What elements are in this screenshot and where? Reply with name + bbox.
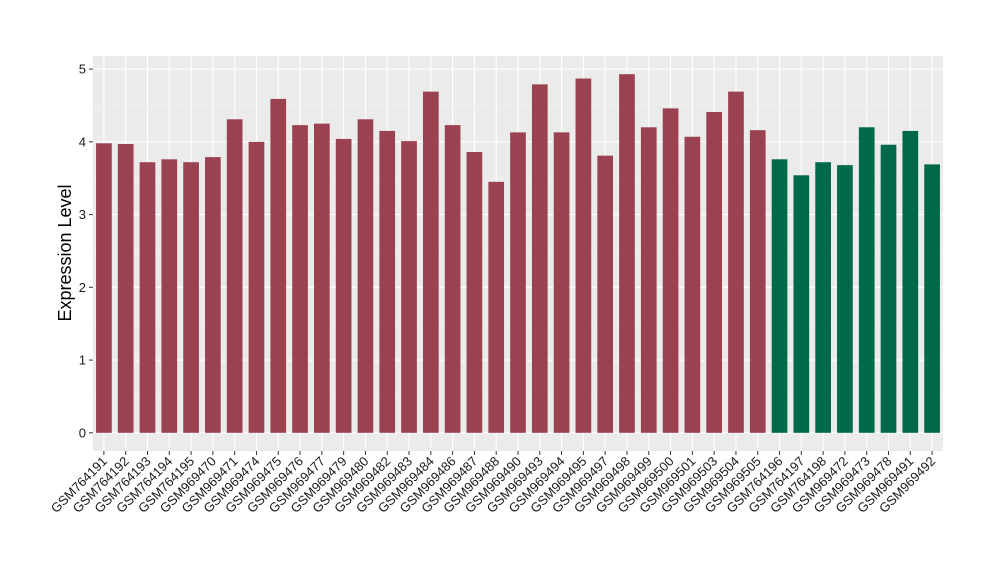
bars bbox=[96, 74, 940, 433]
bar-GSM764192 bbox=[117, 144, 134, 433]
bar-GSM969491 bbox=[902, 130, 919, 433]
bar-GSM969480 bbox=[357, 119, 374, 433]
bar-GSM764198 bbox=[815, 162, 831, 433]
bar-GSM764195 bbox=[183, 162, 199, 433]
bar-GSM969470 bbox=[205, 157, 221, 433]
bar-GSM969490 bbox=[510, 132, 526, 433]
y-tick-label: 0 bbox=[79, 425, 86, 440]
y-tick-label: 2 bbox=[79, 280, 86, 295]
bar-GSM764191 bbox=[96, 143, 112, 433]
bar-GSM969477 bbox=[314, 123, 330, 433]
bar-GSM969472 bbox=[837, 165, 853, 433]
y-tick-label: 1 bbox=[79, 353, 86, 368]
bar-GSM969487 bbox=[466, 152, 483, 433]
bar-GSM969497 bbox=[597, 155, 614, 433]
y-tick-label: 3 bbox=[79, 207, 86, 222]
bar-GSM969475 bbox=[270, 98, 287, 433]
bar-GSM969486 bbox=[444, 125, 461, 433]
bar-GSM969494 bbox=[553, 132, 570, 433]
bar-GSM969498 bbox=[619, 74, 635, 433]
bar-GSM969479 bbox=[335, 138, 352, 433]
x-axis-ticks: GSM764191GSM764192GSM764193GSM764194GSM7… bbox=[48, 451, 938, 516]
bar-GSM969492 bbox=[924, 164, 940, 433]
bar-GSM969505 bbox=[749, 130, 766, 433]
bar-GSM764194 bbox=[161, 159, 178, 433]
bar-GSM969495 bbox=[575, 78, 592, 433]
bar-GSM764196 bbox=[771, 159, 788, 433]
y-tick-label: 5 bbox=[79, 62, 86, 77]
y-tick-label: 4 bbox=[79, 134, 86, 149]
bar-GSM969473 bbox=[858, 127, 875, 433]
bar-GSM969488 bbox=[488, 181, 505, 433]
bar-GSM969504 bbox=[728, 91, 744, 433]
bar-GSM969471 bbox=[226, 119, 243, 433]
bar-GSM969501 bbox=[684, 136, 701, 433]
bar-GSM969474 bbox=[248, 141, 265, 433]
bar-GSM969476 bbox=[292, 125, 308, 433]
bar-GSM969500 bbox=[662, 108, 679, 433]
y-axis-title: Expression Level bbox=[55, 184, 75, 321]
bar-GSM969499 bbox=[640, 127, 657, 433]
bar-GSM969482 bbox=[379, 130, 396, 433]
bar-GSM969478 bbox=[880, 144, 897, 433]
bar-GSM764193 bbox=[139, 162, 156, 433]
bar-GSM764197 bbox=[793, 175, 810, 433]
bar-GSM969493 bbox=[531, 84, 548, 433]
y-axis-ticks: 0 1 2 3 4 5 bbox=[79, 62, 93, 440]
bar-GSM969503 bbox=[706, 112, 722, 433]
bar-GSM969483 bbox=[401, 141, 417, 433]
bar-GSM969484 bbox=[422, 91, 439, 433]
